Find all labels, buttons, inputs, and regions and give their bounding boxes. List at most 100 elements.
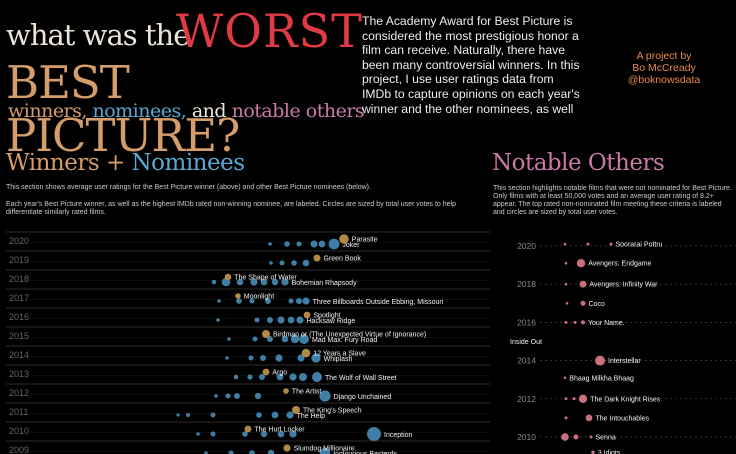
winner-point bbox=[283, 388, 289, 394]
year-tick-label: 2012 bbox=[517, 394, 536, 404]
notable-label: Inside Out bbox=[510, 339, 542, 346]
winner-label: The Artist bbox=[292, 389, 322, 396]
nominee-point bbox=[268, 242, 272, 246]
section1-title-winners: Winners bbox=[6, 150, 100, 176]
nominee-point bbox=[297, 354, 305, 362]
section1-description-labels: Each year's Best Picture winner, as well… bbox=[6, 201, 456, 216]
year-tick-label: 2019 bbox=[9, 255, 29, 265]
nominee-point bbox=[299, 334, 309, 344]
nominee-point bbox=[254, 392, 262, 400]
year-tick-label: 2018 bbox=[9, 274, 29, 284]
nominee-point bbox=[290, 334, 300, 344]
nominee-point bbox=[228, 450, 234, 454]
notable-others-chart[interactable]: 2020 2018 2016 2014 2012 2010 Soorarai Pottru A… bbox=[490, 229, 736, 454]
nominee-point bbox=[211, 279, 217, 285]
winner-label: Green Book bbox=[324, 256, 362, 263]
nominee-point bbox=[186, 413, 190, 417]
nominee-point bbox=[289, 430, 297, 438]
title-line2: BEST PICTURE? bbox=[6, 56, 240, 162]
nominee-point bbox=[259, 374, 265, 380]
notable-label: The Intouchables bbox=[595, 415, 649, 422]
nominee-point bbox=[299, 373, 307, 381]
notable-point bbox=[573, 320, 577, 324]
nominee-label: Whiplash bbox=[324, 356, 353, 363]
nominee-point bbox=[252, 336, 258, 342]
nominee-label: The Help bbox=[297, 413, 326, 420]
section2-description: This section highlights notable films th… bbox=[493, 185, 732, 216]
notable-point bbox=[589, 435, 593, 439]
year-tick-label: 2020 bbox=[517, 241, 536, 251]
notable-point bbox=[609, 242, 613, 246]
notable-point bbox=[564, 397, 568, 401]
nominee-point bbox=[277, 430, 285, 438]
winner-label: Slumdog Millionaire bbox=[294, 446, 355, 453]
nominee-point bbox=[216, 318, 220, 322]
notable-point bbox=[564, 416, 568, 420]
nominee-point bbox=[267, 317, 273, 323]
winner-point bbox=[339, 234, 349, 244]
section1-description: This section shows average user ratings … bbox=[6, 184, 371, 191]
nominee-point bbox=[302, 297, 310, 305]
credit-block[interactable]: A project by Bo McCready @boknowsdata bbox=[606, 50, 722, 86]
nominee-point bbox=[265, 298, 271, 304]
nominee-point bbox=[284, 241, 290, 247]
notable-point bbox=[581, 320, 585, 325]
nominee-label: Mad Max: Fury Road bbox=[312, 337, 377, 344]
notable-label: 3 Idiots bbox=[598, 450, 621, 454]
nominee-point bbox=[247, 374, 253, 380]
nominee-point bbox=[319, 447, 331, 454]
notable-label: Soorarai Pottru bbox=[616, 242, 663, 249]
subtitle-winners: winners, bbox=[8, 100, 87, 122]
winner-point bbox=[313, 254, 321, 262]
nominee-point bbox=[217, 299, 221, 303]
nominee-point bbox=[214, 394, 218, 398]
year-tick-label: 2012 bbox=[9, 388, 29, 398]
winner-label: Birdman or (The Unexpected Virtue of Ign… bbox=[273, 332, 426, 339]
winner-label: Moonlight bbox=[244, 294, 274, 301]
nominee-point bbox=[260, 430, 268, 438]
notable-label: Interstellar bbox=[608, 358, 641, 365]
nominee-point bbox=[227, 337, 231, 341]
notable-point bbox=[564, 261, 568, 265]
nominee-point bbox=[236, 298, 242, 304]
nominee-label: Bohemian Rhapsody bbox=[292, 280, 357, 287]
nominee-point bbox=[260, 278, 268, 286]
winner-label: Argo bbox=[272, 370, 287, 377]
notable-label: Avengers: Infinity War bbox=[589, 282, 658, 289]
winner-label: The King's Speech bbox=[303, 408, 362, 415]
nominee-point bbox=[248, 355, 254, 361]
nominee-point bbox=[225, 356, 229, 360]
credit-line1: A project by bbox=[636, 50, 692, 62]
year-tick-label: 2020 bbox=[9, 236, 29, 246]
winner-point bbox=[224, 273, 232, 281]
nominee-label: Three Billboards Outside Ebbing, Missour… bbox=[313, 299, 444, 306]
nominee-point bbox=[210, 412, 216, 418]
nominee-point bbox=[319, 390, 331, 402]
winner-label: 12 Years a Slave bbox=[313, 351, 366, 358]
winner-label: Parasite bbox=[352, 237, 378, 244]
nominee-point bbox=[242, 431, 248, 437]
credit-handle[interactable]: @boknowsdata bbox=[627, 74, 701, 86]
nominee-point bbox=[296, 241, 302, 247]
winner-point bbox=[303, 311, 311, 319]
nominee-point bbox=[196, 432, 200, 436]
nominee-point bbox=[281, 278, 289, 286]
year-tick-label: 2016 bbox=[517, 317, 536, 327]
nominee-point bbox=[296, 316, 304, 324]
nominee-point bbox=[281, 335, 289, 343]
nominee-point bbox=[249, 298, 255, 304]
section1-title-nominees: Nominees bbox=[131, 150, 245, 176]
notable-point bbox=[565, 302, 569, 305]
year-tick-label: 2011 bbox=[9, 407, 28, 417]
nominee-label: Inglourious Basterds bbox=[333, 451, 397, 454]
notable-point bbox=[573, 434, 579, 440]
nominee-point bbox=[311, 353, 321, 363]
nominee-label: Inception bbox=[384, 432, 413, 439]
nominee-point bbox=[289, 373, 297, 381]
nominee-point bbox=[318, 240, 326, 248]
nominee-point bbox=[210, 431, 216, 437]
nominee-point bbox=[328, 238, 340, 250]
nominee-label: The Wolf of Wall Street bbox=[325, 375, 397, 382]
nominee-point bbox=[276, 373, 284, 381]
